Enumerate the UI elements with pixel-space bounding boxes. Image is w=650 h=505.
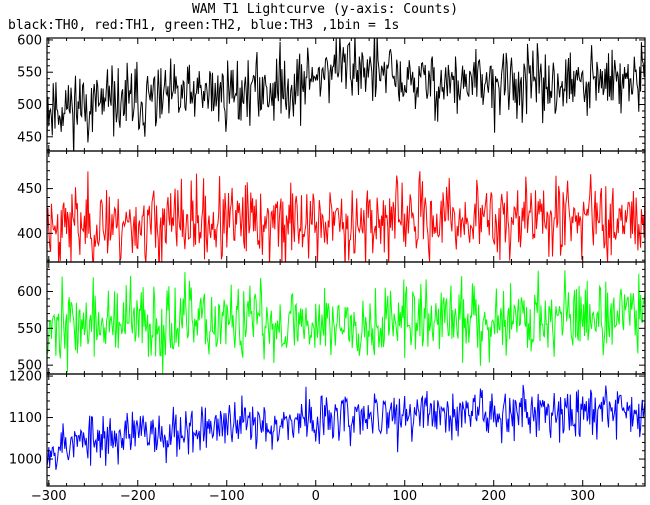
y-tick-label: 1000 <box>9 453 42 468</box>
series-line-2 <box>47 270 645 374</box>
x-tick-label: −100 <box>209 489 245 504</box>
panel-frame-0 <box>46 37 646 152</box>
x-tick-label: 0 <box>312 489 320 504</box>
chart-subtitle: black:TH0, red:TH1, green:TH2, blue:TH3 … <box>8 18 400 33</box>
x-tick-label: 200 <box>481 489 506 504</box>
x-tick-label: −300 <box>31 489 67 504</box>
x-tick-label: −200 <box>120 489 156 504</box>
y-tick-label: 1200 <box>9 370 42 385</box>
y-tick-label: 450 <box>17 130 42 145</box>
series-line-1 <box>47 171 645 262</box>
y-tick-label: 500 <box>17 359 42 374</box>
x-tick-label: 100 <box>392 489 417 504</box>
y-tick-label: 400 <box>17 227 42 242</box>
series-line-3 <box>47 384 645 470</box>
panel-frame-3 <box>46 373 646 487</box>
y-tick-label: 550 <box>17 322 42 337</box>
y-tick-label: 600 <box>17 285 42 300</box>
y-tick-label: 600 <box>17 33 42 48</box>
y-tick-label: 500 <box>17 98 42 113</box>
x-tick-label: 300 <box>570 489 595 504</box>
y-tick-label: 450 <box>17 182 42 197</box>
chart-title: WAM T1 Lightcurve (y-axis: Counts) <box>191 2 459 17</box>
series-line-0 <box>47 38 645 151</box>
y-tick-label: 550 <box>17 66 42 81</box>
y-tick-label: 1100 <box>9 411 42 426</box>
